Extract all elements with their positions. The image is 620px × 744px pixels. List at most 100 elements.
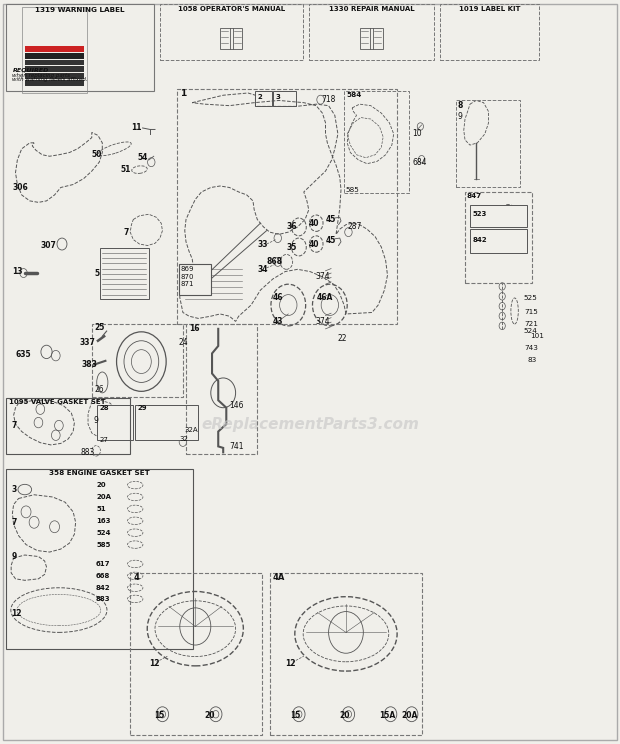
Text: 34: 34 (257, 265, 268, 274)
Text: 525: 525 (524, 295, 538, 301)
Text: 15A: 15A (379, 711, 396, 720)
Bar (177, 89, 397, 324)
Text: 883: 883 (96, 596, 111, 602)
Text: 12: 12 (11, 609, 22, 618)
Bar (25, 73, 84, 79)
Text: 870: 870 (180, 274, 194, 280)
Text: 9: 9 (11, 552, 16, 561)
Bar (25, 80, 84, 86)
Bar (470, 205, 527, 227)
Text: REQUIRED: REQUIRED (12, 68, 49, 72)
Text: 1058 OPERATOR'S MANUAL: 1058 OPERATOR'S MANUAL (178, 6, 285, 12)
Text: 12: 12 (149, 659, 159, 668)
Text: 22: 22 (338, 334, 347, 343)
Bar (309, 4, 434, 60)
Text: 26: 26 (94, 385, 104, 394)
Text: 7: 7 (124, 228, 130, 237)
Text: 12: 12 (285, 659, 296, 668)
Bar (6, 469, 193, 649)
Text: 16: 16 (189, 324, 200, 333)
Text: 51: 51 (121, 165, 131, 174)
Text: 5: 5 (95, 269, 100, 278)
Text: 1095 VALVE GASKET SET: 1095 VALVE GASKET SET (9, 399, 106, 405)
Text: 33: 33 (257, 240, 268, 248)
Text: 1019 LABEL KIT: 1019 LABEL KIT (459, 6, 521, 12)
Text: 721: 721 (524, 321, 538, 327)
Text: eReplacementParts3.com: eReplacementParts3.com (201, 417, 419, 432)
Bar (273, 91, 296, 106)
Text: 8: 8 (458, 101, 463, 110)
Text: 20: 20 (96, 482, 106, 488)
Text: 306: 306 (12, 183, 28, 192)
Text: 20: 20 (340, 711, 350, 720)
Text: 20A: 20A (96, 494, 111, 500)
Text: 585: 585 (96, 542, 110, 548)
Bar (135, 405, 198, 440)
Bar (25, 46, 84, 52)
Text: 383: 383 (82, 360, 98, 369)
Text: 24: 24 (179, 338, 188, 347)
Text: 28: 28 (99, 405, 109, 411)
Bar (6, 398, 130, 454)
Text: 40: 40 (309, 240, 319, 248)
Bar (255, 91, 272, 106)
Text: 842: 842 (96, 585, 111, 591)
Text: 715: 715 (524, 310, 538, 315)
Text: 684: 684 (412, 158, 427, 167)
Text: 101: 101 (530, 333, 544, 339)
Text: when replacing parts: when replacing parts (12, 73, 71, 77)
Text: 45: 45 (326, 236, 337, 245)
Text: 847: 847 (467, 193, 482, 199)
Bar (465, 192, 532, 283)
Text: 842: 842 (472, 237, 487, 243)
Bar (186, 324, 257, 454)
Bar (456, 100, 520, 187)
Text: 29: 29 (138, 405, 148, 411)
Text: 2: 2 (257, 94, 262, 100)
Text: 741: 741 (229, 442, 244, 451)
Text: with warning labels affixed.: with warning labels affixed. (12, 77, 88, 82)
Text: 7: 7 (11, 518, 17, 527)
Text: 27: 27 (99, 437, 108, 443)
Bar (360, 28, 370, 49)
Text: 718: 718 (321, 95, 335, 104)
Text: 287: 287 (347, 222, 361, 231)
Text: 871: 871 (180, 281, 194, 287)
Bar (440, 4, 539, 60)
Text: 50: 50 (92, 150, 102, 158)
Text: 307: 307 (40, 241, 56, 250)
Text: 617: 617 (96, 561, 110, 567)
Text: 883: 883 (81, 448, 95, 457)
Text: 32: 32 (180, 436, 188, 442)
Bar (470, 229, 527, 253)
Text: 4A: 4A (273, 573, 285, 582)
Bar (220, 28, 230, 49)
Text: 585: 585 (346, 187, 360, 193)
Text: 9: 9 (458, 112, 463, 121)
Text: 868: 868 (267, 257, 283, 266)
Text: 35: 35 (286, 243, 297, 251)
Text: 668: 668 (96, 573, 110, 579)
Text: 146: 146 (229, 401, 244, 410)
Text: 32A: 32A (185, 427, 198, 433)
Text: 635: 635 (16, 350, 31, 359)
Text: 163: 163 (96, 518, 110, 524)
Text: 4: 4 (133, 573, 139, 582)
Text: 36: 36 (286, 222, 297, 231)
Text: 9: 9 (93, 416, 98, 425)
Text: 1319 WARNING LABEL: 1319 WARNING LABEL (35, 7, 125, 13)
Text: 337: 337 (79, 338, 95, 347)
Text: 40: 40 (309, 219, 319, 228)
Bar (92, 324, 183, 397)
Text: 25: 25 (94, 323, 105, 332)
Text: 584: 584 (346, 92, 361, 98)
Bar (22, 7, 87, 93)
Text: 1: 1 (180, 89, 186, 98)
Text: 11: 11 (131, 124, 142, 132)
Text: 15: 15 (154, 711, 164, 720)
Text: 3: 3 (11, 485, 16, 494)
Bar (179, 264, 211, 295)
Bar (25, 60, 84, 65)
Text: 524: 524 (524, 328, 538, 334)
Text: 524: 524 (96, 530, 110, 536)
